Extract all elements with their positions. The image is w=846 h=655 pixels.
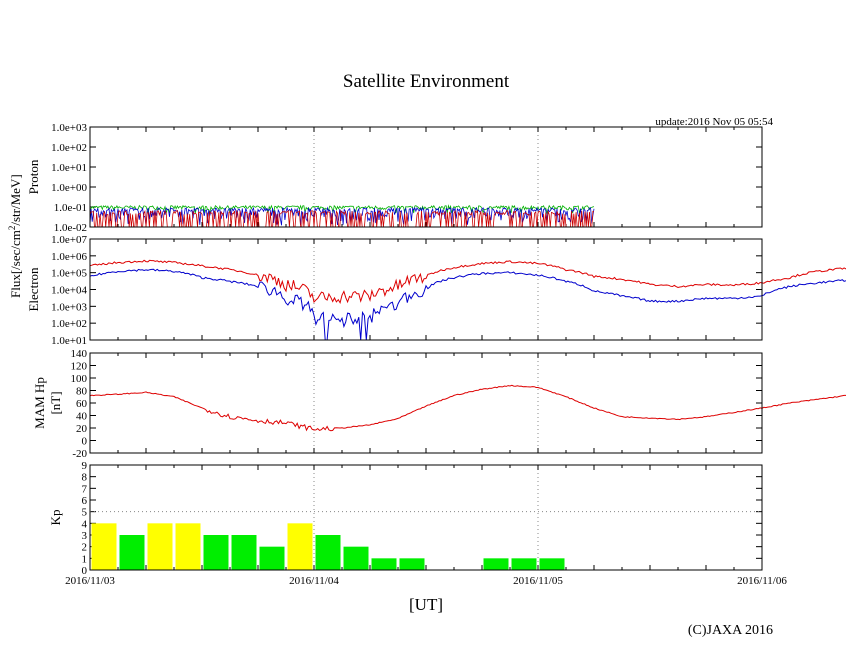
- panel-frame: [89, 126, 763, 228]
- chart-panels: 1.0e-02 1.0e-01 1.0e+00 1.0e+01 1.0e+02 1.0e+…: [26, 122, 846, 587]
- copyright: (C)JAXA 2016: [688, 623, 773, 638]
- kp-bar: [399, 558, 425, 570]
- y-tick-label: 1.0e-01: [54, 202, 87, 214]
- y-tick-label: 40: [76, 411, 88, 423]
- kp-ylabel: Kp: [48, 510, 63, 526]
- y-tick-label: 1.0e+04: [51, 285, 87, 297]
- x-tick-label: 2016/11/06: [737, 575, 787, 587]
- y-tick-label: 1: [82, 553, 88, 565]
- y-tick-label: 3: [82, 530, 88, 542]
- electron-blue-series: [89, 268, 846, 341]
- y-tick-label: 6: [82, 495, 88, 507]
- kp-bar: [511, 558, 537, 570]
- y-tick-label: 4: [82, 518, 88, 530]
- y-tick-label: 1.0e+07: [51, 234, 87, 246]
- x-tick-label: 2016/11/05: [513, 575, 563, 587]
- electron-red-series: [89, 259, 846, 304]
- y-tick-label: 0: [82, 436, 88, 448]
- kp-bar: [147, 523, 173, 570]
- y-tick-label: 1.0e+00: [51, 182, 87, 194]
- y-tick-label: 80: [76, 386, 88, 398]
- y-tick-label: 9: [82, 460, 88, 472]
- y-tick-label: 100: [71, 373, 88, 385]
- y-tick-label: 1.0e+01: [51, 162, 87, 174]
- x-tick-label: 2016/11/03: [65, 575, 115, 587]
- hp-red-series: [89, 384, 846, 432]
- proton-ylabel: Proton: [26, 159, 41, 194]
- chart-title: Satellite Environment: [343, 71, 510, 92]
- y-tick-label: -20: [72, 448, 87, 460]
- electron-ylabel: Electron: [26, 267, 41, 312]
- y-tick-label: 8: [82, 472, 88, 484]
- y-tick-label: 1.0e+02: [51, 318, 87, 330]
- y-tick-label: 7: [82, 483, 88, 495]
- proton-blue-series: [89, 206, 595, 226]
- y-tick-label: 20: [76, 423, 88, 435]
- kp-bar: [259, 546, 285, 570]
- x-tick-label: 2016/11/04: [289, 575, 339, 587]
- y-tick-label: 1.0e+06: [51, 251, 87, 263]
- y-tick-label: 5: [82, 507, 88, 519]
- kp-bar: [203, 535, 229, 570]
- y-tick-label: 140: [71, 348, 88, 360]
- panel-frame: [89, 238, 763, 341]
- kp-bar: [119, 535, 145, 570]
- kp-bar: [231, 535, 257, 570]
- kp-bar: [483, 558, 509, 570]
- panel-frame: [89, 352, 763, 454]
- y-tick-label: 1.0e+02: [51, 142, 87, 154]
- y-tick-label: 60: [76, 398, 88, 410]
- y-tick-label: 1.0e+05: [51, 268, 87, 280]
- hp-ylabel-line1: MAM Hp: [32, 377, 47, 429]
- flux-units-label: Flux[/sec/cm2/str/MeV]: [7, 174, 23, 298]
- kp-bar: [91, 523, 117, 570]
- panel-frame: [89, 464, 763, 571]
- kp-bar: [539, 558, 565, 570]
- kp-bar: [287, 523, 313, 570]
- y-tick-label: 120: [71, 361, 88, 373]
- hp-ylabel-line2: [nT]: [48, 391, 63, 414]
- kp-bar: [315, 535, 341, 570]
- y-tick-label: 0: [82, 565, 88, 577]
- kp-bar: [371, 558, 397, 570]
- y-tick-label: 1.0e+01: [51, 335, 87, 347]
- y-tick-label: 1.0e+03: [51, 122, 87, 134]
- update-timestamp: update:2016 Nov 05 05:54: [655, 116, 773, 128]
- y-tick-label: 2: [82, 542, 88, 554]
- x-axis-label: [UT]: [409, 595, 443, 614]
- y-tick-label: 1.0e-02: [54, 222, 87, 234]
- kp-bar: [343, 546, 369, 570]
- y-tick-label: 1.0e+03: [51, 301, 87, 313]
- kp-bar: [175, 523, 201, 570]
